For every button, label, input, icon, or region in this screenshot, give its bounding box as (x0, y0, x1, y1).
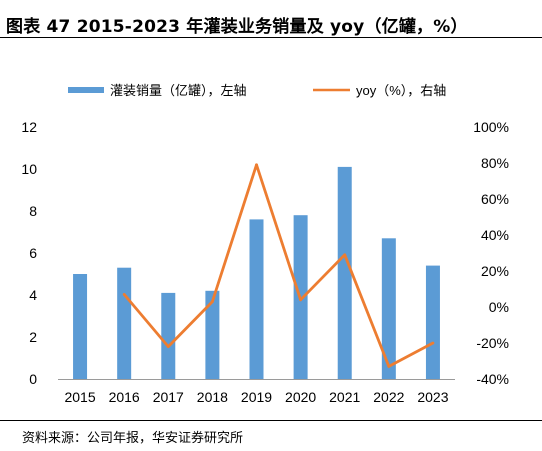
right-tick-label: 20% (481, 263, 509, 279)
x-tick-label: 2021 (329, 389, 360, 405)
yoy-line (123, 163, 434, 368)
yoy-point (343, 253, 347, 257)
left-tick-label: 2 (29, 329, 37, 345)
x-axis: 2015 2016 2017 2018 2019 2020 2021 2022 2023 (64, 389, 448, 405)
line-series (122, 163, 435, 368)
right-tick-label: -20% (476, 335, 509, 351)
x-tick-label: 2023 (417, 389, 448, 405)
yoy-point (299, 298, 303, 302)
right-tick-label: 100% (473, 119, 509, 135)
title-divider (0, 37, 542, 38)
right-tick-label: 80% (481, 155, 509, 171)
left-tick-label: 6 (29, 245, 37, 261)
source-note: 资料来源：公司年报，华安证券研究所 (22, 431, 244, 446)
legend: 灌装销量（亿罐），左轴 yoy（%），右轴 (68, 83, 446, 98)
x-tick-label: 2018 (197, 389, 228, 405)
bar (73, 274, 88, 379)
chart: 灌装销量（亿罐），左轴 yoy（%），右轴 0 2 4 6 8 10 12 -40% -20% 0… (21, 83, 509, 405)
bar (205, 290, 220, 379)
right-tick-label: 0% (489, 299, 509, 315)
bar (117, 267, 132, 379)
bar-series (73, 166, 440, 379)
right-axis: -40% -20% 0% 20% 40% 60% 80% 100% (473, 119, 509, 387)
x-tick-label: 2020 (285, 389, 316, 405)
right-tick-label: -40% (476, 371, 509, 387)
bar (425, 265, 440, 379)
bar (337, 166, 352, 379)
left-tick-label: 0 (29, 371, 37, 387)
legend-line-label: yoy（%），右轴 (356, 83, 446, 98)
yoy-point (431, 341, 435, 345)
source-divider (0, 420, 542, 421)
left-tick-label: 8 (29, 203, 37, 219)
bar (249, 219, 264, 379)
x-tick-label: 2016 (109, 389, 140, 405)
legend-bar-label: 灌装销量（亿罐），左轴 (110, 83, 247, 98)
left-axis: 0 2 4 6 8 10 12 (21, 119, 37, 387)
bar (381, 238, 396, 379)
left-tick-label: 12 (21, 119, 37, 135)
right-tick-label: 40% (481, 227, 509, 243)
yoy-point (210, 300, 214, 303)
yoy-point (122, 293, 126, 296)
yoy-point (166, 345, 170, 348)
yoy-point (255, 163, 258, 167)
left-tick-label: 4 (29, 287, 37, 303)
left-tick-label: 10 (21, 161, 37, 177)
x-tick-label: 2022 (373, 389, 404, 405)
right-tick-label: 60% (481, 191, 509, 207)
bar (161, 292, 176, 379)
legend-bar-swatch (68, 87, 104, 93)
chart-title: 图表 47 2015-2023 年灌装业务销量及 yoy（亿罐，%） (6, 17, 468, 37)
x-tick-label: 2019 (241, 389, 272, 405)
x-tick-label: 2015 (64, 389, 95, 405)
yoy-point (387, 365, 391, 368)
x-tick-label: 2017 (153, 389, 184, 405)
